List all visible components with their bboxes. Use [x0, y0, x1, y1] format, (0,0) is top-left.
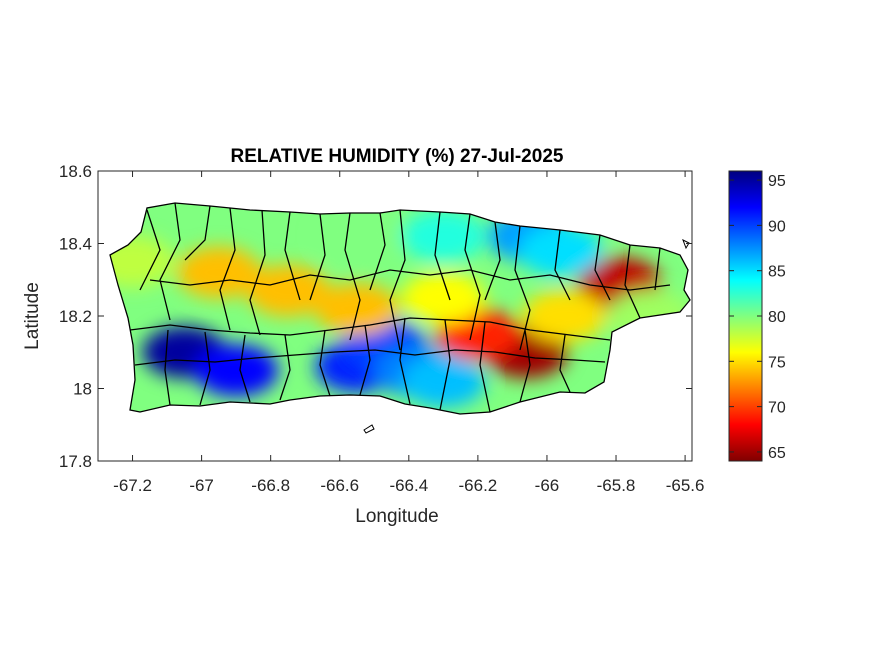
- colorbar: 65 70 75 80 85 90 95: [728, 170, 786, 462]
- colorbar-ticks: 65 70 75 80 85 90 95: [729, 173, 786, 462]
- x-tick-label: -67: [189, 476, 214, 495]
- colorbar-tick-label: 95: [768, 173, 786, 190]
- humidity-blob: [245, 264, 330, 317]
- humidity-blob: [522, 290, 607, 342]
- humidity-blob: [401, 355, 486, 408]
- colorbar-tick-label: 70: [768, 400, 786, 417]
- y-axis-label: Latitude: [22, 282, 43, 350]
- x-tick-label: -66.6: [320, 476, 359, 495]
- x-tick-label: -65.6: [666, 476, 705, 495]
- colorbar-tick-label: 80: [768, 309, 786, 326]
- y-axis: 17.8 18 18.2 18.4 18.6: [59, 162, 692, 471]
- humidity-blob: [401, 210, 486, 263]
- x-tick-label: -66.8: [251, 476, 290, 495]
- x-tick-label: -65.8: [597, 476, 636, 495]
- border-lines: [129, 202, 671, 413]
- small-island-south: [363, 424, 375, 434]
- humidity-blob: [315, 210, 400, 263]
- x-tick-label: -66: [535, 476, 560, 495]
- colorbar-tick-label: 65: [768, 445, 786, 462]
- x-axis-label: Longitude: [355, 506, 438, 527]
- colorbar-tick-label: 90: [768, 218, 786, 235]
- humidity-blob: [315, 282, 400, 335]
- municipal-borders: [109, 202, 691, 415]
- y-tick-label: 18: [73, 380, 92, 399]
- humidity-blob: [518, 224, 603, 277]
- humidity-blob: [176, 246, 261, 299]
- humidity-blob: [401, 271, 486, 324]
- humidity-blob: [194, 344, 279, 397]
- y-tick-label: 18.2: [59, 307, 92, 326]
- y-tick-label: 17.8: [59, 452, 92, 471]
- y-tick-label: 18.4: [59, 235, 92, 254]
- colorbar-tick-label: 75: [768, 354, 786, 371]
- x-tick-label: -67.2: [113, 476, 152, 495]
- chart-title: RELATIVE HUMIDITY (%) 27-Jul-2025: [231, 146, 564, 167]
- x-axis: -67.2 -67 -66.8 -66.6 -66.4 -66.2 -66 -65.8 -65.…: [113, 171, 704, 495]
- colorbar-tick-label: 85: [768, 264, 786, 281]
- y-tick-label: 18.6: [59, 162, 92, 181]
- x-tick-label: -66.4: [389, 476, 428, 495]
- x-tick-label: -66.2: [459, 476, 498, 495]
